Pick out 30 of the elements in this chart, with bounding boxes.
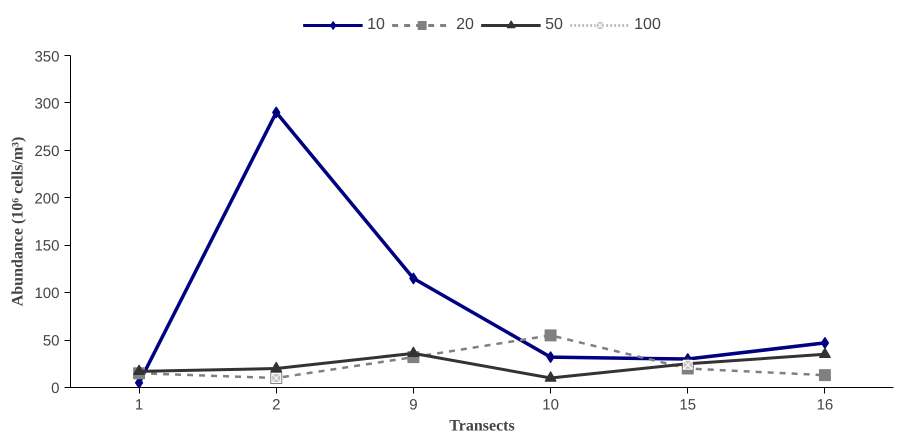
y-tick-label: 250: [34, 142, 60, 160]
point: [133, 364, 146, 376]
legend-label: 20: [456, 16, 475, 34]
x-tick-label: 1: [134, 396, 144, 414]
x-tick-label: 2: [272, 396, 280, 414]
point: [546, 351, 555, 364]
y-tick-label: 200: [34, 190, 60, 208]
y-tick-label: 100: [34, 285, 60, 302]
legend-label: 10: [367, 16, 386, 34]
point: [409, 272, 418, 284]
legend-label: 50: [545, 16, 564, 34]
y-tick-label: 0: [51, 380, 60, 397]
point: [544, 371, 557, 382]
point: [818, 347, 831, 358]
point: [544, 329, 557, 342]
x-axis-title: Transects: [449, 418, 515, 434]
x-tick-label: 15: [679, 396, 696, 414]
x-tick-label: 16: [816, 396, 834, 414]
x-tick-label: 9: [409, 396, 418, 414]
y-axis-title: Abundance (10⁶ cells/m³): [9, 136, 26, 306]
y-tick-label: 350: [34, 48, 60, 66]
point: [270, 362, 282, 372]
x-tick-label: 10: [542, 396, 559, 414]
point: [407, 346, 420, 358]
y-tick-label: 50: [42, 332, 60, 350]
legend-label: 100: [634, 16, 661, 34]
point: [818, 369, 831, 382]
y-tick-label: 300: [34, 95, 60, 112]
point: [820, 336, 830, 349]
y-tick-label: 150: [34, 238, 60, 255]
